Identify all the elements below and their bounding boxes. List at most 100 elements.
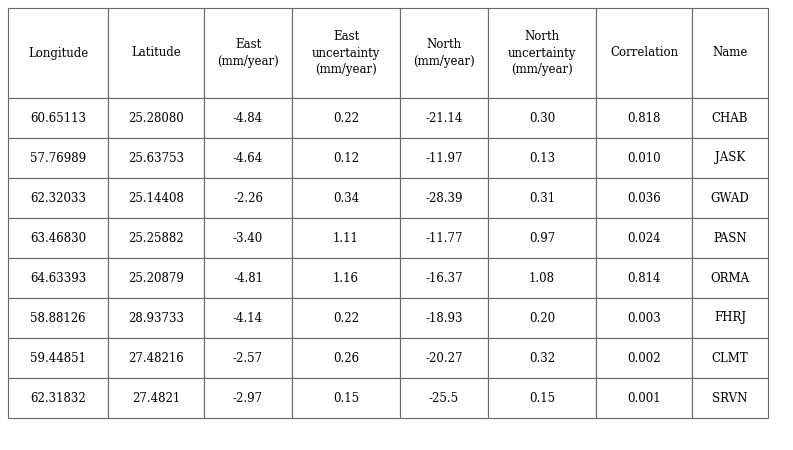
Text: -4.64: -4.64 — [233, 152, 263, 165]
Bar — [204, 98, 292, 138]
Bar — [8, 178, 108, 218]
Bar — [204, 8, 292, 98]
Text: -4.81: -4.81 — [233, 271, 263, 284]
Text: 62.31832: 62.31832 — [30, 392, 86, 405]
Text: ORMA: ORMA — [711, 271, 749, 284]
Text: 59.44851: 59.44851 — [30, 351, 86, 364]
Text: 1.16: 1.16 — [333, 271, 359, 284]
Bar — [204, 338, 292, 378]
Text: 0.22: 0.22 — [333, 112, 359, 125]
Text: 0.32: 0.32 — [529, 351, 555, 364]
Bar — [204, 138, 292, 178]
Text: 0.010: 0.010 — [627, 152, 661, 165]
Text: 64.63393: 64.63393 — [30, 271, 86, 284]
Text: 27.4821: 27.4821 — [132, 392, 180, 405]
Text: 25.63753: 25.63753 — [128, 152, 184, 165]
Bar — [488, 298, 596, 338]
Text: 0.30: 0.30 — [529, 112, 555, 125]
Text: -18.93: -18.93 — [425, 311, 463, 324]
Text: North
uncertainty
(mm/year): North uncertainty (mm/year) — [508, 31, 577, 76]
Bar — [204, 258, 292, 298]
Bar — [400, 338, 488, 378]
Bar — [488, 218, 596, 258]
Text: 0.036: 0.036 — [627, 192, 661, 204]
Text: 0.002: 0.002 — [627, 351, 661, 364]
Text: 60.65113: 60.65113 — [30, 112, 86, 125]
Bar — [292, 218, 400, 258]
Bar — [292, 258, 400, 298]
Text: 25.14408: 25.14408 — [128, 192, 184, 204]
Bar — [8, 218, 108, 258]
Bar — [108, 218, 204, 258]
Bar — [108, 258, 204, 298]
Bar — [204, 178, 292, 218]
Text: Longitude: Longitude — [28, 46, 88, 59]
Bar — [596, 98, 692, 138]
Bar — [692, 338, 768, 378]
Bar — [400, 138, 488, 178]
Bar — [292, 138, 400, 178]
Bar — [596, 138, 692, 178]
Bar — [596, 218, 692, 258]
Bar — [8, 378, 108, 418]
Bar — [400, 378, 488, 418]
Text: -3.40: -3.40 — [233, 231, 263, 244]
Bar — [8, 8, 108, 98]
Bar — [488, 8, 596, 98]
Bar — [692, 218, 768, 258]
Text: JASK: JASK — [714, 152, 745, 165]
Text: Name: Name — [712, 46, 748, 59]
Bar — [596, 258, 692, 298]
Text: 1.11: 1.11 — [333, 231, 359, 244]
Bar — [292, 178, 400, 218]
Bar — [108, 178, 204, 218]
Bar — [692, 298, 768, 338]
Bar — [204, 218, 292, 258]
Bar — [692, 378, 768, 418]
Text: -16.37: -16.37 — [425, 271, 463, 284]
Text: 0.97: 0.97 — [529, 231, 555, 244]
Bar — [8, 298, 108, 338]
Text: -28.39: -28.39 — [425, 192, 463, 204]
Text: 25.28080: 25.28080 — [128, 112, 184, 125]
Bar — [292, 298, 400, 338]
Text: 57.76989: 57.76989 — [30, 152, 86, 165]
Text: 0.814: 0.814 — [627, 271, 661, 284]
Text: -20.27: -20.27 — [425, 351, 463, 364]
Bar — [204, 298, 292, 338]
Text: East
uncertainty
(mm/year): East uncertainty (mm/year) — [312, 31, 380, 76]
Bar — [108, 8, 204, 98]
Bar — [596, 8, 692, 98]
Text: 28.93733: 28.93733 — [128, 311, 184, 324]
Text: -21.14: -21.14 — [425, 112, 462, 125]
Bar — [292, 378, 400, 418]
Bar — [692, 178, 768, 218]
Text: 0.22: 0.22 — [333, 311, 359, 324]
Text: 25.25882: 25.25882 — [128, 231, 184, 244]
Text: 0.34: 0.34 — [333, 192, 359, 204]
Bar — [692, 138, 768, 178]
Text: -25.5: -25.5 — [429, 392, 459, 405]
Bar — [292, 338, 400, 378]
Text: 58.88126: 58.88126 — [30, 311, 86, 324]
Bar — [8, 138, 108, 178]
Bar — [108, 378, 204, 418]
Text: 27.48216: 27.48216 — [128, 351, 184, 364]
Text: -2.26: -2.26 — [233, 192, 263, 204]
Bar — [488, 378, 596, 418]
Text: 0.20: 0.20 — [529, 311, 555, 324]
Text: 63.46830: 63.46830 — [30, 231, 86, 244]
Text: 0.12: 0.12 — [333, 152, 359, 165]
Text: 0.15: 0.15 — [333, 392, 359, 405]
Bar — [108, 298, 204, 338]
Text: -4.14: -4.14 — [233, 311, 263, 324]
Bar — [292, 8, 400, 98]
Bar — [596, 378, 692, 418]
Bar — [8, 338, 108, 378]
Text: 25.20879: 25.20879 — [128, 271, 184, 284]
Bar — [400, 298, 488, 338]
Bar — [692, 258, 768, 298]
Text: East
(mm/year): East (mm/year) — [217, 39, 279, 68]
Bar — [488, 98, 596, 138]
Bar — [692, 98, 768, 138]
